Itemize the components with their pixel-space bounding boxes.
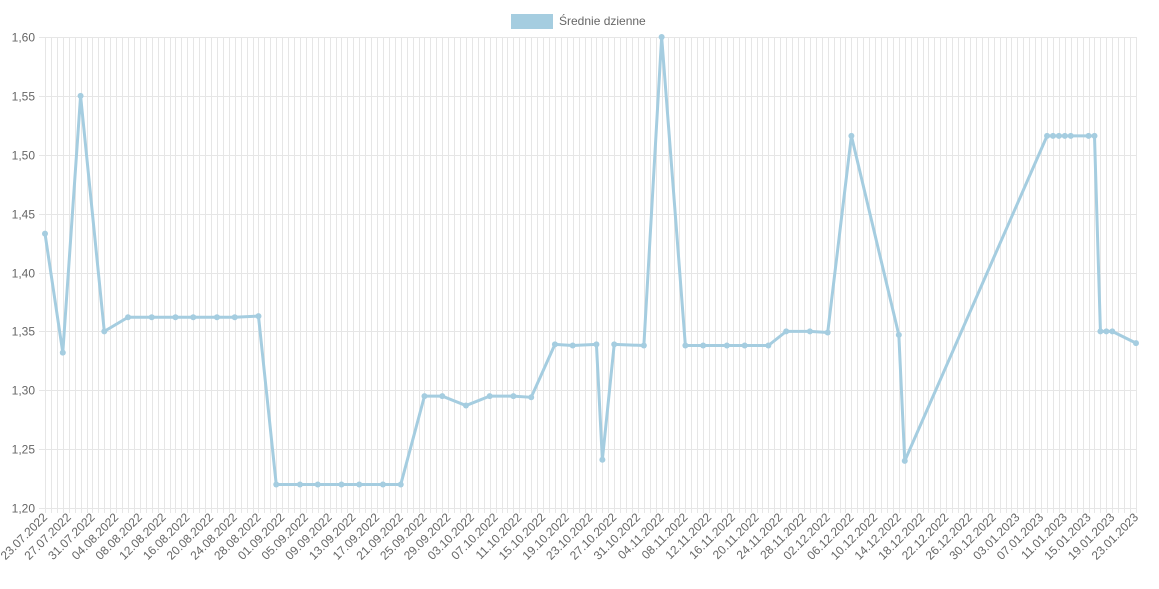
data-point[interactable]	[125, 314, 132, 321]
data-point[interactable]	[1055, 132, 1062, 139]
data-point[interactable]	[213, 314, 220, 321]
y-axis-tick-labels: 1,20 1,25 1,30 1,35 1,40 1,45 1,50 1,55 1,60	[12, 31, 36, 516]
data-point[interactable]	[1085, 132, 1092, 139]
data-point[interactable]	[1044, 132, 1051, 139]
series-layer	[42, 34, 1139, 488]
data-point[interactable]	[723, 342, 730, 349]
data-point[interactable]	[1061, 132, 1068, 139]
data-point[interactable]	[172, 314, 179, 321]
data-point[interactable]	[528, 394, 535, 401]
y-tick-label: 1,25	[12, 443, 36, 457]
data-point[interactable]	[148, 314, 155, 321]
data-point[interactable]	[611, 341, 618, 348]
data-point[interactable]	[593, 341, 600, 348]
data-point[interactable]	[824, 329, 831, 336]
data-point[interactable]	[1109, 328, 1116, 335]
data-point[interactable]	[462, 402, 469, 409]
series-line	[43, 35, 1138, 486]
data-point[interactable]	[190, 314, 197, 321]
data-point[interactable]	[77, 92, 84, 99]
legend-swatch	[511, 14, 553, 29]
data-point[interactable]	[486, 393, 493, 400]
data-point[interactable]	[231, 314, 238, 321]
data-point[interactable]	[569, 342, 576, 349]
y-tick-label: 1,30	[12, 384, 36, 398]
data-point[interactable]	[273, 481, 280, 488]
data-point[interactable]	[658, 34, 665, 40]
legend-label: Średnie dzienne	[559, 13, 646, 28]
data-point[interactable]	[379, 481, 386, 488]
data-point[interactable]	[599, 456, 606, 463]
data-point[interactable]	[1049, 132, 1056, 139]
x-axis-tick-labels: 23.07.202227.07.202231.07.202204.08.2022…	[0, 510, 1141, 563]
legend[interactable]: Średnie dzienne	[511, 13, 646, 29]
data-point[interactable]	[59, 349, 66, 356]
data-point[interactable]	[901, 457, 908, 464]
data-point[interactable]	[1097, 328, 1104, 335]
y-tick-label: 1,55	[12, 90, 36, 104]
data-point[interactable]	[848, 132, 855, 139]
data-point[interactable]	[806, 328, 813, 335]
y-tick-label: 1,40	[12, 267, 36, 281]
grid	[39, 37, 1137, 513]
data-point[interactable]	[1103, 328, 1110, 335]
data-point[interactable]	[1133, 340, 1139, 347]
y-tick-label: 1,50	[12, 149, 36, 163]
data-point[interactable]	[439, 393, 446, 400]
data-point[interactable]	[510, 393, 517, 400]
data-point[interactable]	[700, 342, 707, 349]
data-point[interactable]	[356, 481, 363, 488]
data-point[interactable]	[783, 328, 790, 335]
data-point[interactable]	[338, 481, 345, 488]
data-point[interactable]	[741, 342, 748, 349]
y-tick-label: 1,35	[12, 325, 36, 339]
data-point[interactable]	[682, 342, 689, 349]
data-point[interactable]	[1091, 132, 1098, 139]
data-point[interactable]	[551, 341, 558, 348]
data-point[interactable]	[640, 342, 647, 349]
data-point[interactable]	[255, 313, 262, 320]
data-point[interactable]	[895, 331, 902, 338]
y-tick-label: 1,20	[12, 502, 36, 516]
data-point[interactable]	[397, 481, 404, 488]
data-point[interactable]	[314, 481, 321, 488]
data-point[interactable]	[296, 481, 303, 488]
data-point[interactable]	[101, 328, 108, 335]
data-point[interactable]	[42, 230, 48, 237]
y-tick-label: 1,45	[12, 208, 36, 222]
data-point[interactable]	[765, 342, 772, 349]
data-point[interactable]	[421, 393, 428, 400]
y-tick-label: 1,60	[12, 31, 36, 45]
data-point[interactable]	[1067, 132, 1074, 139]
